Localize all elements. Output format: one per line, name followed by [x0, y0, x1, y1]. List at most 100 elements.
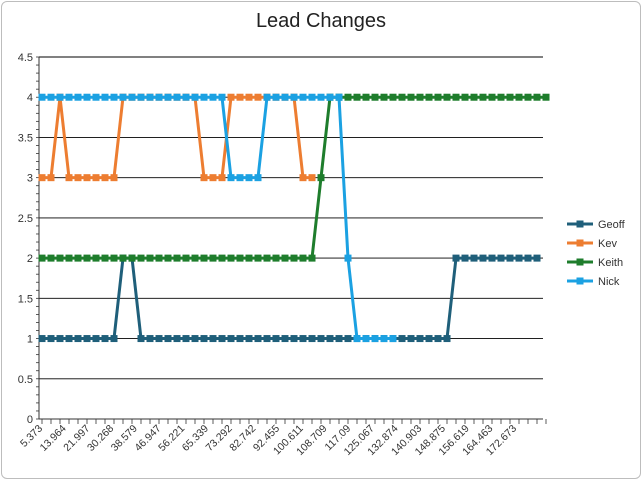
data-point-nick	[182, 93, 190, 101]
data-point-geoff	[38, 335, 46, 343]
data-point-geoff	[218, 335, 226, 343]
data-point-nick	[371, 335, 379, 343]
data-point-keith	[200, 254, 208, 262]
data-point-nick	[245, 174, 253, 182]
y-tick-label: 2	[27, 253, 33, 265]
data-point-keith	[173, 254, 181, 262]
data-point-keith	[290, 254, 298, 262]
legend-marker-kev	[576, 239, 584, 247]
data-point-geoff	[407, 335, 415, 343]
data-point-keith	[101, 254, 109, 262]
data-point-kev	[245, 93, 253, 101]
legend-label-kev: Kev	[598, 238, 617, 250]
data-point-nick	[299, 93, 307, 101]
data-point-geoff	[326, 335, 334, 343]
data-point-keith	[308, 254, 316, 262]
data-point-keith	[380, 93, 388, 101]
data-point-keith	[272, 254, 280, 262]
chart-title: Lead Changes	[255, 10, 387, 32]
data-point-keith	[389, 93, 397, 101]
data-point-nick	[137, 93, 145, 101]
data-point-geoff	[155, 335, 163, 343]
data-point-kev	[299, 174, 307, 182]
data-point-geoff	[227, 335, 235, 343]
data-point-kev	[236, 93, 244, 101]
data-point-kev	[218, 174, 226, 182]
data-point-geoff	[533, 254, 541, 262]
data-point-geoff	[299, 335, 307, 343]
data-point-keith	[281, 254, 289, 262]
data-point-nick	[326, 93, 334, 101]
data-point-geoff	[461, 254, 469, 262]
data-point-kev	[92, 174, 100, 182]
data-point-nick	[65, 93, 73, 101]
y-tick-label: 3	[27, 173, 33, 185]
y-tick-label: 4.5	[18, 52, 33, 64]
data-point-geoff	[425, 335, 433, 343]
data-point-keith	[533, 93, 541, 101]
data-point-geoff	[506, 254, 514, 262]
series-line-nick	[42, 95, 393, 341]
data-point-nick	[227, 174, 235, 182]
data-point-keith	[461, 93, 469, 101]
data-point-keith	[146, 254, 154, 262]
y-tick-label: 1.5	[18, 293, 33, 305]
data-point-geoff	[92, 335, 100, 343]
data-point-keith	[524, 93, 532, 101]
data-point-keith	[470, 93, 478, 101]
data-point-keith	[92, 254, 100, 262]
data-point-keith	[245, 254, 253, 262]
y-tick-label: 2.5	[18, 213, 33, 225]
y-tick-label: 1	[27, 334, 33, 346]
data-point-keith	[110, 254, 118, 262]
y-tick-label: 4	[27, 92, 33, 104]
data-point-keith	[263, 254, 271, 262]
data-point-keith	[407, 93, 415, 101]
data-point-nick	[290, 93, 298, 101]
data-point-keith	[398, 93, 406, 101]
data-point-keith	[488, 93, 496, 101]
data-point-geoff	[47, 335, 55, 343]
data-point-nick	[146, 93, 154, 101]
data-point-nick	[128, 93, 136, 101]
data-point-geoff	[137, 335, 145, 343]
data-point-nick	[74, 93, 82, 101]
data-point-geoff	[209, 335, 217, 343]
legend-marker-nick	[576, 277, 584, 285]
data-point-kev	[209, 174, 217, 182]
data-point-keith	[362, 93, 370, 101]
data-point-nick	[92, 93, 100, 101]
data-point-keith	[191, 254, 199, 262]
data-point-geoff	[101, 335, 109, 343]
data-point-geoff	[74, 335, 82, 343]
data-point-nick	[317, 93, 325, 101]
data-point-geoff	[263, 335, 271, 343]
data-point-geoff	[344, 335, 352, 343]
data-point-geoff	[191, 335, 199, 343]
legend-label-geoff: Geoff	[598, 219, 626, 231]
data-point-keith	[371, 93, 379, 101]
data-point-nick	[281, 93, 289, 101]
data-point-geoff	[65, 335, 73, 343]
data-point-keith	[83, 254, 91, 262]
data-point-kev	[38, 174, 46, 182]
data-point-kev	[308, 174, 316, 182]
data-point-keith	[452, 93, 460, 101]
data-point-geoff	[272, 335, 280, 343]
data-point-geoff	[83, 335, 91, 343]
data-point-keith	[344, 93, 352, 101]
legend-marker-keith	[576, 258, 584, 266]
data-point-geoff	[479, 254, 487, 262]
data-point-geoff	[164, 335, 172, 343]
data-point-nick	[335, 93, 343, 101]
data-point-nick	[308, 93, 316, 101]
y-tick-label: 0	[27, 414, 33, 426]
data-point-nick	[155, 93, 163, 101]
legend-label-nick: Nick	[598, 276, 620, 288]
data-point-geoff	[236, 335, 244, 343]
data-point-nick	[254, 174, 262, 182]
data-point-geoff	[497, 254, 505, 262]
data-point-geoff	[452, 254, 460, 262]
data-point-keith	[209, 254, 217, 262]
